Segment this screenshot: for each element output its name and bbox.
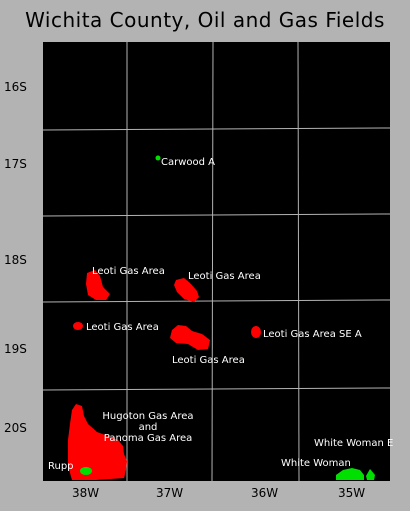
gas-field-leoti-2[interactable] xyxy=(174,278,199,302)
field-label-carwood-a: Carwood A xyxy=(161,157,216,168)
field-label-leoti-1: Leoti Gas Area xyxy=(92,266,165,277)
gas-field-hugoton-panoma[interactable] xyxy=(68,404,127,480)
oil-field-carwood-a[interactable] xyxy=(155,155,161,161)
township-label-18s: 18S xyxy=(4,253,27,267)
range-label-35w: 35W xyxy=(338,486,366,500)
oil-field-white-woman[interactable] xyxy=(336,468,364,480)
gas-field-leoti-4[interactable] xyxy=(170,325,210,350)
field-label-white-woman: White Woman xyxy=(281,458,351,469)
field-label-hugoton-panoma: Hugoton Gas Area and Panoma Gas Area xyxy=(102,411,194,444)
township-label-16s: 16S xyxy=(4,80,27,94)
range-label-37w: 37W xyxy=(156,486,184,500)
field-label-leoti-se-a: Leoti Gas Area SE A xyxy=(263,329,362,340)
field-label-leoti-3: Leoti Gas Area xyxy=(86,322,159,333)
oil-field-white-woman-e[interactable] xyxy=(366,469,375,480)
range-label-36w: 36W xyxy=(251,486,279,500)
field-label-rupp: Rupp xyxy=(48,461,74,472)
gas-field-leoti-1[interactable] xyxy=(86,270,110,300)
gas-field-leoti-3[interactable] xyxy=(73,322,83,330)
county-area xyxy=(43,42,390,481)
map-title: Wichita County, Oil and Gas Fields xyxy=(25,8,385,32)
field-label-white-woman-e: White Woman E xyxy=(314,438,394,449)
field-label-leoti-4: Leoti Gas Area xyxy=(172,355,245,366)
gas-field-leoti-se-a[interactable] xyxy=(251,326,261,338)
field-label-leoti-2: Leoti Gas Area xyxy=(188,271,261,282)
section-grid xyxy=(42,41,391,482)
range-label-38w: 38W xyxy=(72,486,100,500)
oil-fields xyxy=(80,155,375,480)
township-label-19s: 19S xyxy=(4,342,27,356)
township-label-20s: 20S xyxy=(4,421,27,435)
oil-field-rupp[interactable] xyxy=(80,467,92,475)
township-label-17s: 17S xyxy=(4,157,27,171)
gas-fields xyxy=(68,270,261,480)
